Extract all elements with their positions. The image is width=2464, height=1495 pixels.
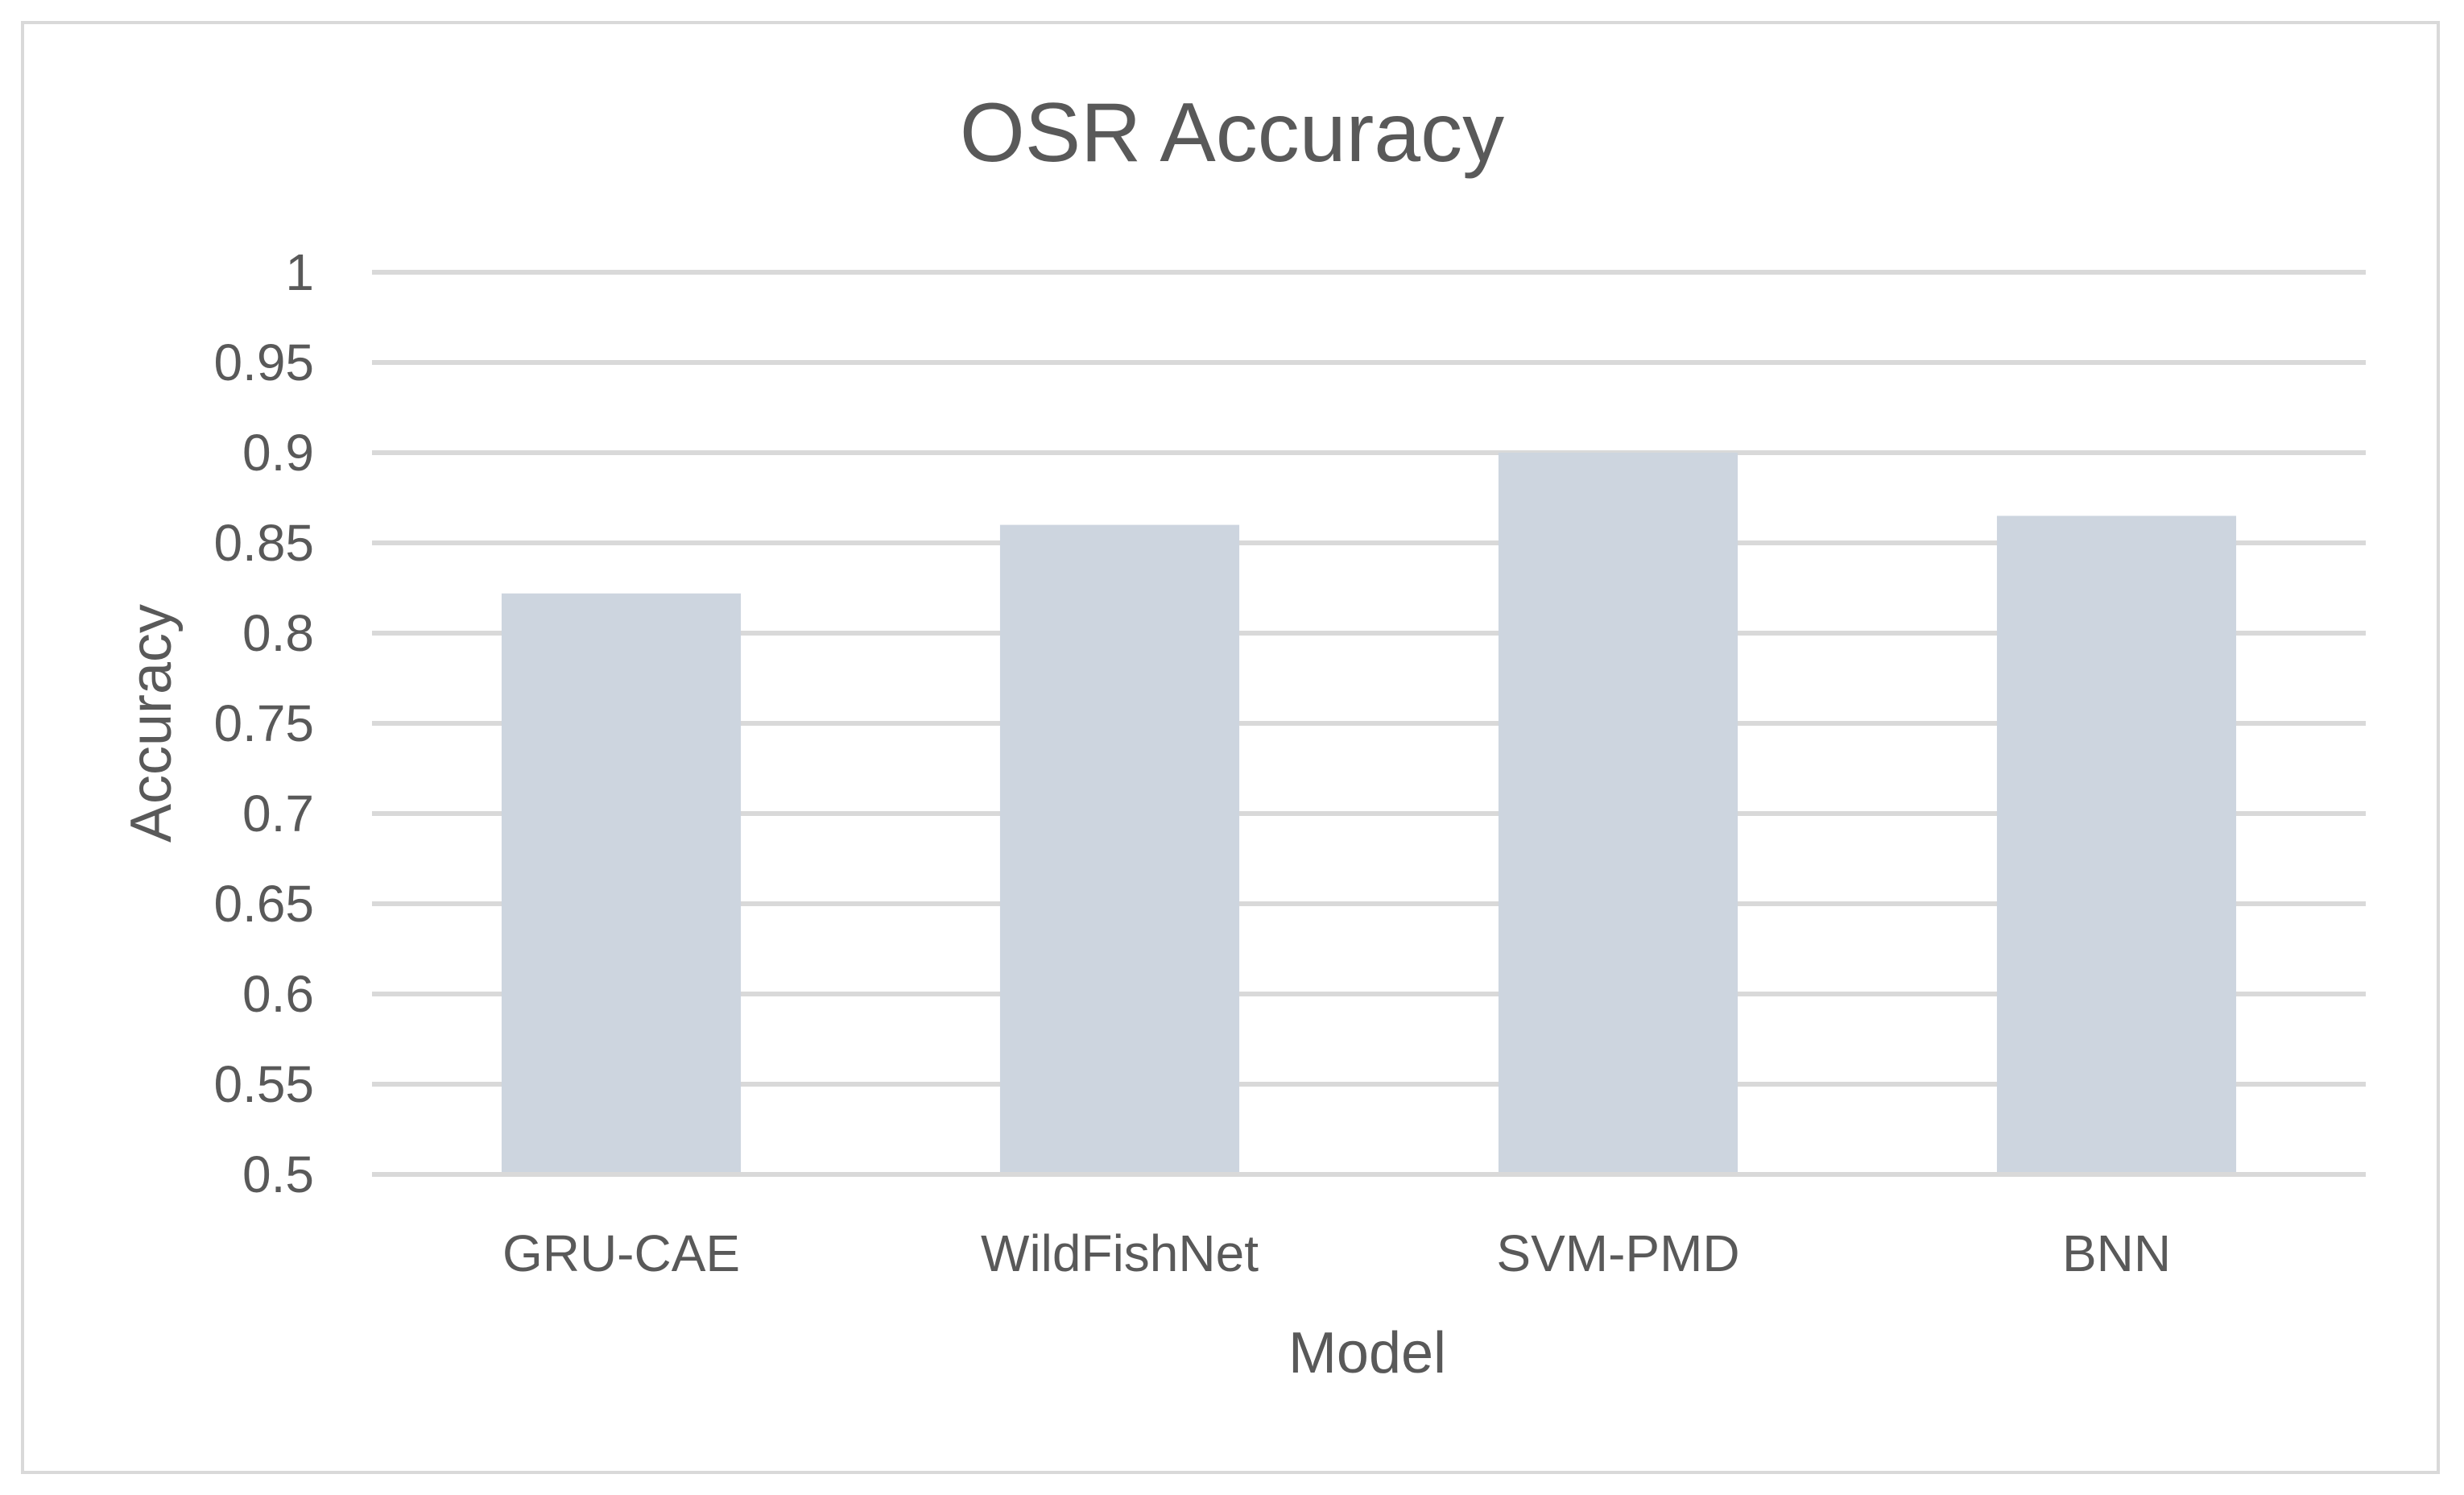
y-tick-label: 0.65 bbox=[213, 875, 314, 933]
x-tick-label: WildFishNet bbox=[981, 1224, 1259, 1282]
bar-gru-cae bbox=[501, 593, 742, 1174]
y-axis-ticks: 0.5 0.55 0.6 0.65 0.7 0.75 0.8 0.85 0.9 0.95 1 bbox=[213, 243, 314, 1203]
x-tick-label: GRU-CAE bbox=[502, 1224, 740, 1282]
y-tick-label: 0.8 bbox=[242, 604, 314, 662]
y-tick-label: 0.6 bbox=[242, 965, 314, 1023]
y-tick-label: 0.5 bbox=[242, 1145, 314, 1203]
chart-title: OSR Accuracy bbox=[960, 86, 1504, 180]
x-axis-label: Model bbox=[1288, 1321, 1446, 1385]
y-tick-label: 0.55 bbox=[213, 1055, 314, 1113]
y-tick-label: 0.7 bbox=[242, 785, 314, 843]
bar-wildfishnet bbox=[999, 524, 1240, 1174]
y-tick-label: 0.85 bbox=[213, 514, 314, 572]
y-tick-label: 1 bbox=[285, 243, 314, 301]
y-tick-label: 0.95 bbox=[213, 333, 314, 391]
x-axis-ticks: GRU-CAE WildFishNet SVM-PMD BNN bbox=[502, 1224, 2171, 1282]
y-tick-label: 0.9 bbox=[242, 424, 314, 482]
y-axis-label: Accuracy bbox=[119, 604, 184, 843]
bars bbox=[372, 453, 2366, 1177]
bar-svm-pmd bbox=[1498, 453, 1738, 1174]
x-tick-label: SVM-PMD bbox=[1496, 1224, 1739, 1282]
x-tick-label: BNN bbox=[2062, 1224, 2171, 1282]
bar-bnn bbox=[1996, 516, 2237, 1174]
y-tick-label: 0.75 bbox=[213, 694, 314, 752]
